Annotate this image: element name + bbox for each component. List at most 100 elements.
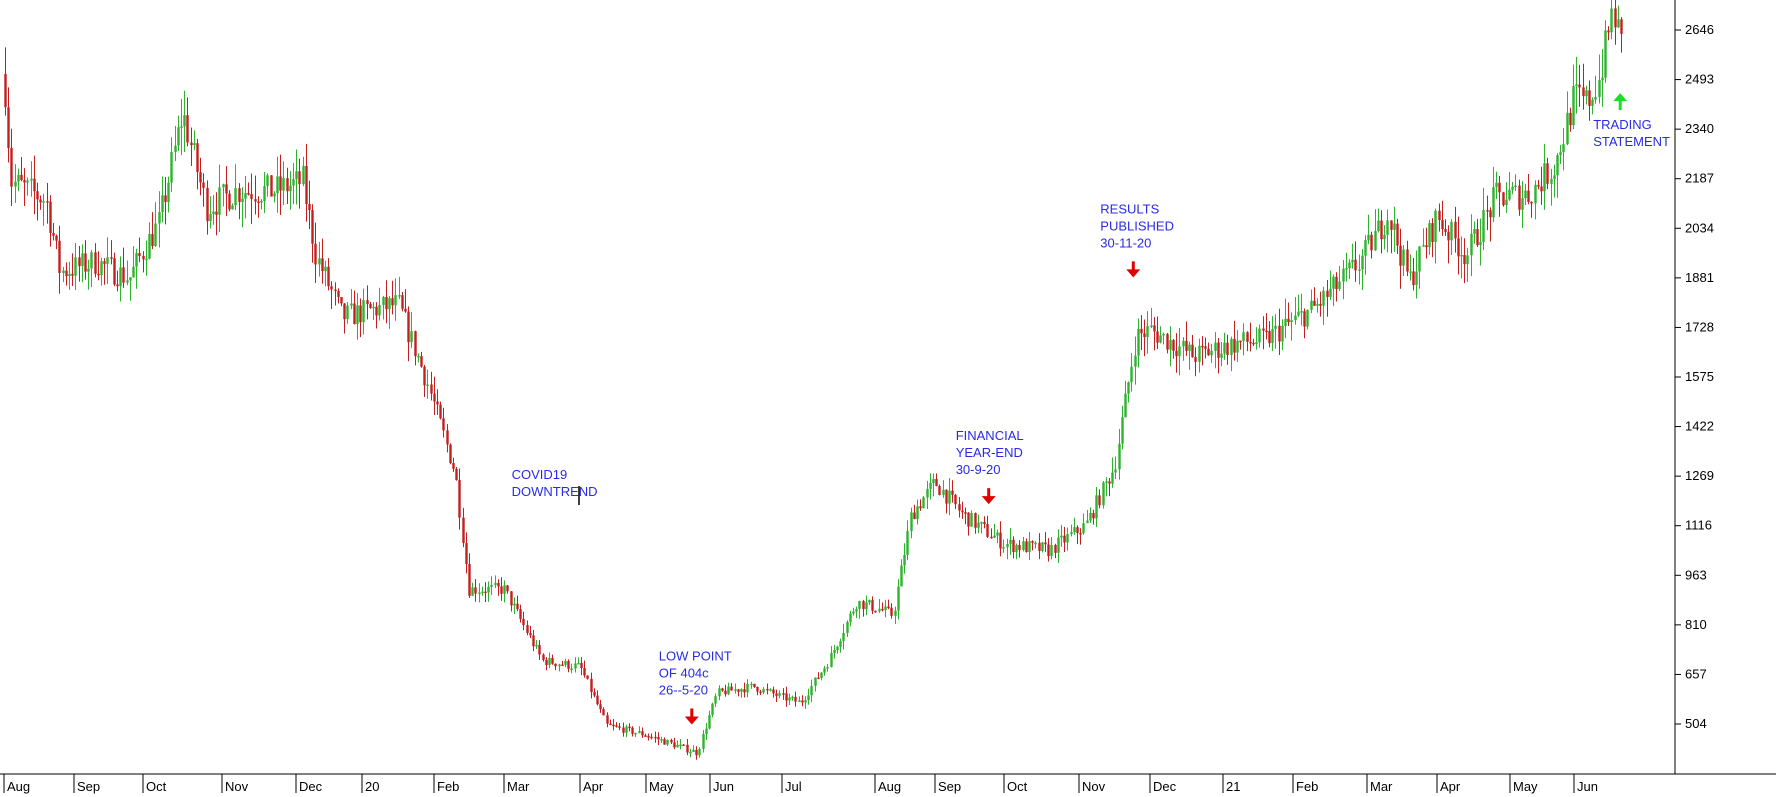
candle-body-down	[1486, 210, 1489, 212]
candle-body-up	[1575, 84, 1578, 87]
candle-body-up	[503, 585, 506, 594]
candle-body-down	[199, 172, 202, 183]
candle-body-up	[1236, 340, 1239, 353]
candle-body-up	[1594, 97, 1597, 100]
candle-body-up	[1316, 304, 1319, 306]
candle-body-down	[497, 582, 500, 587]
candle-body-up	[471, 587, 474, 596]
candle-body-down	[1226, 342, 1229, 356]
candle-body-up	[548, 657, 551, 666]
candle-body-down	[890, 607, 893, 616]
candle-body-up	[846, 621, 849, 633]
candle-body-down	[321, 258, 324, 272]
candle-body-down	[730, 686, 733, 691]
candle-body-up	[234, 188, 237, 206]
candle-body-up	[1470, 233, 1473, 256]
candle-body-up	[948, 490, 951, 504]
candle-body-up	[1284, 318, 1287, 326]
annotation-text: RESULTS	[1100, 201, 1159, 216]
candle-body-up	[807, 695, 810, 700]
candle-body-down	[554, 663, 557, 667]
candle-body-down	[1489, 210, 1492, 218]
candle-body-up	[1310, 300, 1313, 310]
candle-body-up	[1127, 382, 1130, 394]
candle-body-up	[1550, 179, 1553, 184]
annotation: TRADING STATEMENT	[1593, 93, 1670, 149]
candle-body-up	[260, 200, 263, 203]
candle-body-down	[369, 304, 372, 308]
candle-body-down	[1498, 182, 1501, 193]
candle-body-down	[721, 688, 724, 691]
candle-body-up	[1242, 332, 1245, 342]
candle-body-up	[1223, 342, 1226, 354]
candle-body-up	[660, 739, 663, 741]
candle-body-down	[954, 494, 957, 505]
candle-body-up	[788, 697, 791, 701]
y-tick-label: 963	[1685, 567, 1707, 582]
candle-body-up	[1466, 255, 1469, 265]
candle-body-up	[1182, 340, 1185, 347]
candle-body-up	[241, 198, 244, 203]
candle-body-down	[257, 201, 260, 204]
candle-body-up	[868, 600, 871, 603]
candle-body-down	[1246, 332, 1249, 342]
annotation-text: LOW POINT	[659, 648, 732, 663]
candle-body-down	[1252, 342, 1255, 345]
candle-body-up	[1105, 481, 1108, 483]
candle-body-up	[167, 182, 170, 203]
candle-body-up	[820, 672, 823, 678]
candle-body-up	[698, 748, 701, 756]
x-tick-label: Apr	[583, 779, 604, 794]
candle-body-down	[628, 726, 631, 729]
candle-body-up	[490, 584, 493, 587]
x-tick-label: Apr	[1440, 779, 1461, 794]
candle-body-up	[842, 632, 845, 642]
candle-body-up	[577, 662, 580, 665]
candle-body-down	[756, 686, 759, 692]
candle-body-up	[1162, 333, 1165, 336]
candle-body-up	[1422, 245, 1425, 247]
candle-body-up	[830, 652, 833, 668]
candle-body-down	[919, 506, 922, 509]
candle-body-down	[1140, 328, 1143, 334]
candle-body-up	[1146, 326, 1149, 338]
candle-body-up	[1598, 80, 1601, 98]
candle-body-up	[810, 685, 813, 696]
candle-body-down	[1438, 210, 1441, 220]
candle-body-up	[798, 700, 801, 702]
x-axis-ticks: Aug Sep Oct Nov Dec 20 Feb Mar Apr May Jun Jul Aug Se…	[3, 774, 1598, 794]
candle-body-up	[926, 488, 929, 498]
candle-body-up	[1159, 335, 1162, 343]
candle-body-up	[1511, 186, 1514, 190]
candle-body-up	[1345, 268, 1348, 270]
y-tick-label: 2493	[1685, 72, 1714, 87]
candle-body-down	[1614, 8, 1617, 28]
candle-body-up	[1290, 320, 1293, 323]
candle-body-up	[1137, 328, 1140, 356]
candle-body-up	[1361, 255, 1364, 270]
candle-body-down	[871, 600, 874, 611]
candle-body-down	[999, 532, 1002, 549]
candle-body-up	[750, 683, 753, 686]
candle-body-up	[1409, 271, 1412, 273]
candle-body-up	[318, 258, 321, 265]
candle-body-down	[1025, 541, 1028, 553]
candle-body-down	[23, 180, 26, 183]
candle-body-up	[398, 295, 401, 297]
candle-body-down	[612, 724, 615, 727]
candle-body-up	[1514, 185, 1517, 188]
candle-body-down	[138, 253, 141, 256]
annotation-text: 26--5-20	[659, 682, 708, 697]
candle-body-down	[945, 489, 948, 504]
candle-body-up	[836, 646, 839, 651]
candle-body-up	[942, 489, 945, 495]
candle-body-up	[1034, 542, 1037, 545]
candle-body-down	[654, 736, 657, 739]
candle-body-up	[1585, 90, 1588, 97]
candle-body-up	[244, 193, 247, 199]
candle-body-up	[574, 663, 577, 669]
candle-body-down	[1463, 254, 1466, 265]
candle-body-down	[647, 736, 650, 738]
candle-body-down	[439, 404, 442, 419]
candle-body-down	[586, 675, 589, 679]
